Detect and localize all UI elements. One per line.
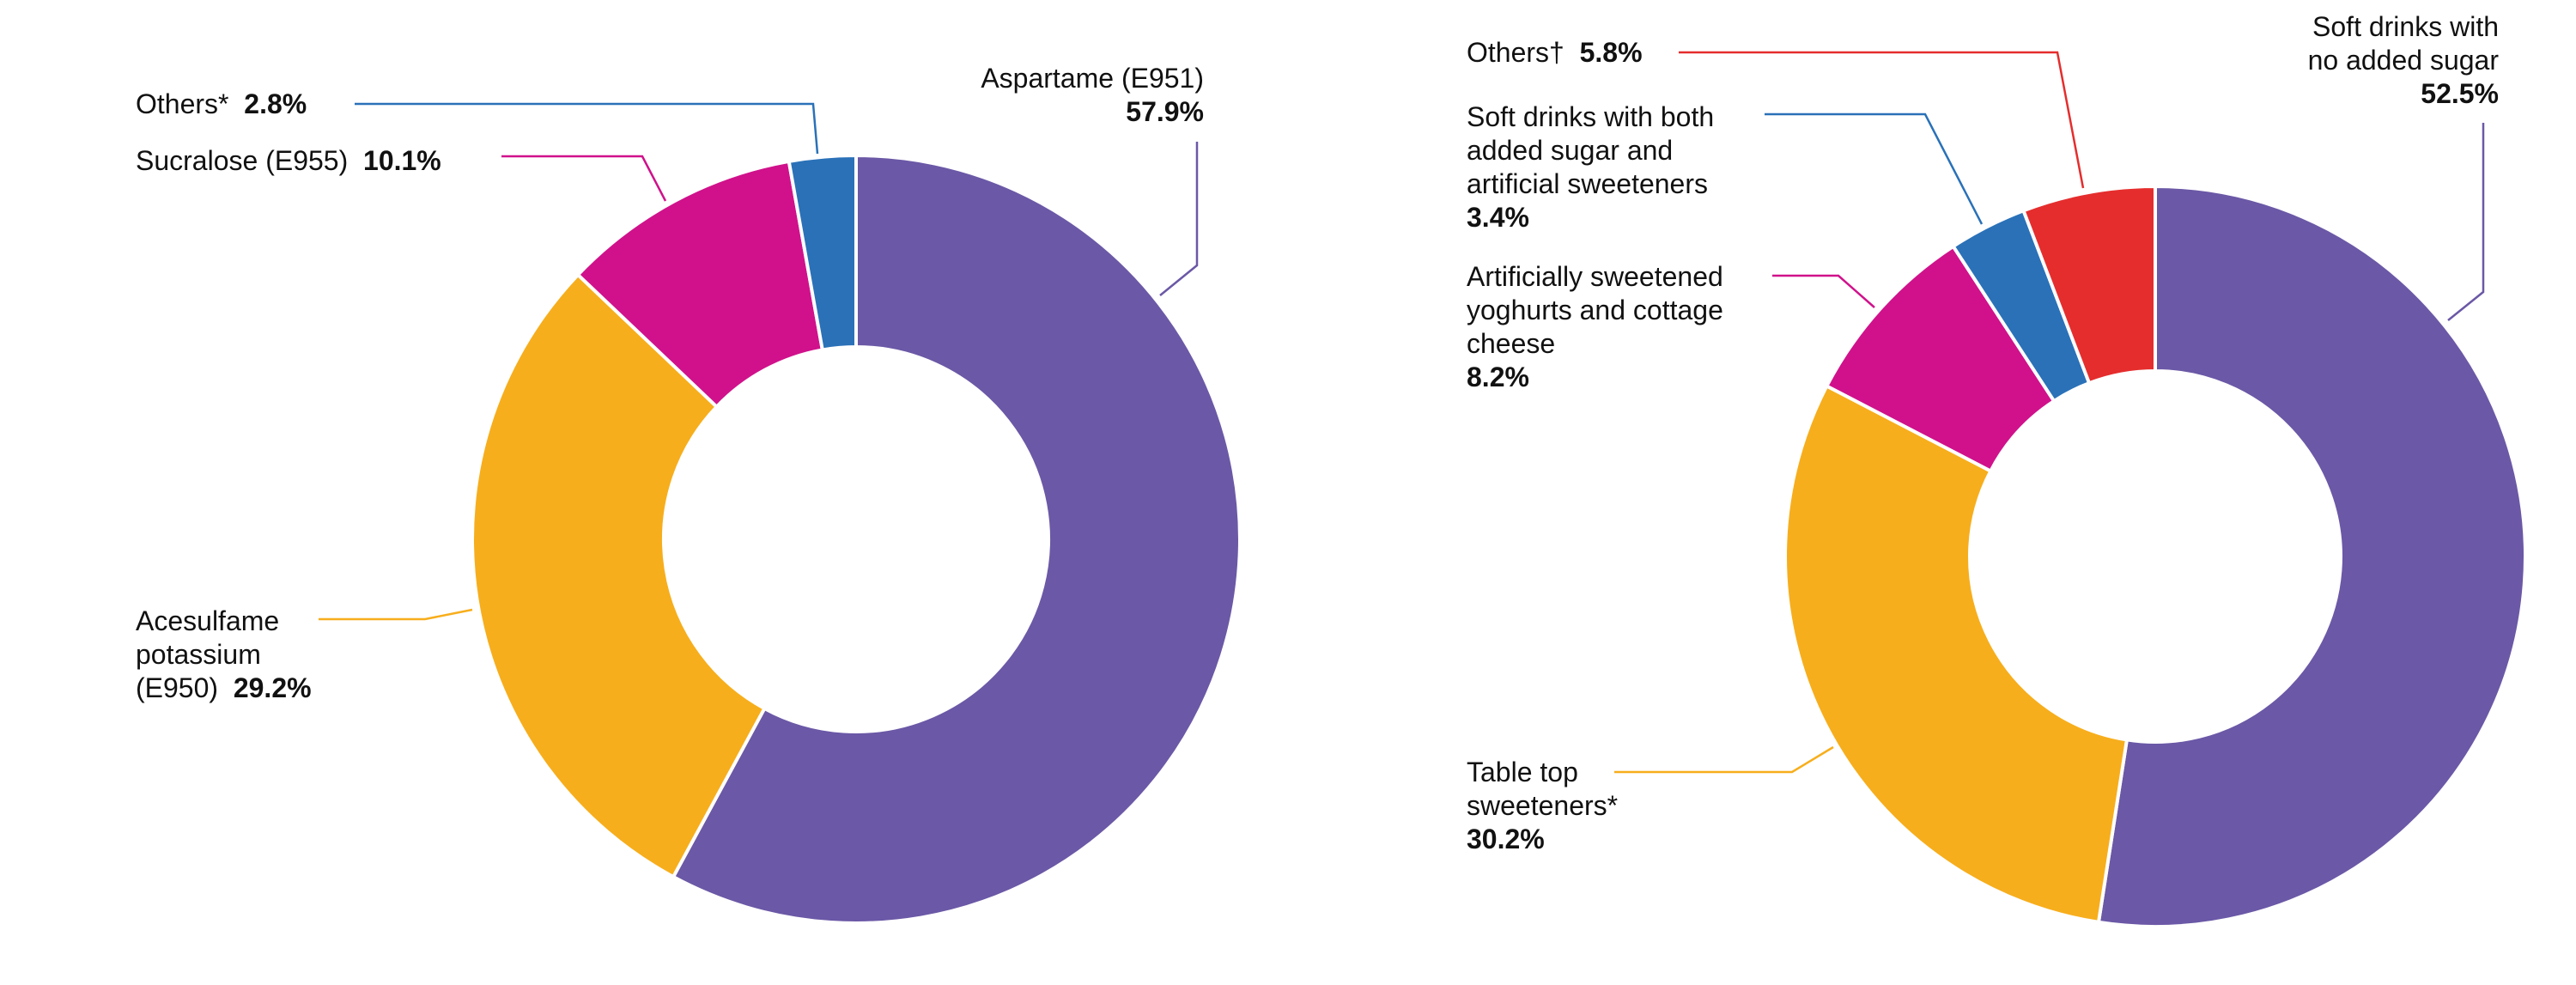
donut-slice-0-3 [787, 153, 858, 352]
label-others-left: Others* 2.8% [136, 88, 307, 119]
leader-acesulfame [319, 608, 473, 621]
leader-soft-drinks-both [1765, 112, 1984, 225]
donut-slice-1-0 [2096, 184, 2527, 928]
donut-slice-1-4 [2020, 184, 2157, 386]
donut-slice-0-1 [471, 272, 768, 879]
leader-others-left [355, 102, 819, 155]
label-others-right: Others† 5.8% [1467, 37, 1643, 68]
leader-yoghurts [1772, 274, 1875, 308]
label-table-top: Table top sweeteners* 30.2% [1467, 757, 1619, 854]
label-yoghurts: Artificially sweetened yoghurts and cotta… [1467, 261, 1723, 392]
donut-slice-1-1 [1783, 383, 2129, 925]
label-soft-drinks-no-sugar: Soft drinks with no added sugar 52.5% [2307, 11, 2499, 109]
leader-others-right [1679, 51, 2085, 189]
leader-soft-drinks-no-sugar [2447, 123, 2485, 321]
label-aspartame: Aspartame (E951) 57.9% [981, 63, 1204, 127]
leader-table-top [1614, 745, 1834, 774]
label-sucralose: Sucralose (E955) 10.1% [136, 145, 441, 176]
leader-sucralose [501, 155, 667, 202]
label-acesulfame: Acesulfame potassium (E950) 29.2% [136, 605, 312, 703]
donut-slice-0-0 [671, 153, 1242, 925]
label-soft-drinks-both: Soft drinks with both added sugar and arti… [1467, 101, 1715, 233]
donut-slice-0-2 [575, 159, 825, 410]
leader-aspartame [1159, 142, 1199, 296]
